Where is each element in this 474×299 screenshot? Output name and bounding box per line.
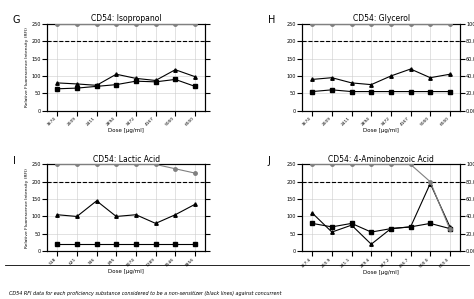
Title: CD54: Isopropanol: CD54: Isopropanol — [91, 14, 162, 23]
X-axis label: Dose [µg/ml]: Dose [µg/ml] — [363, 270, 399, 275]
Text: I: I — [13, 156, 16, 166]
Title: CD54: 4-Aminobenzoic Acid: CD54: 4-Aminobenzoic Acid — [328, 155, 434, 164]
Text: H: H — [268, 15, 275, 25]
Y-axis label: Relative Fluorescence Intensity (RFI): Relative Fluorescence Intensity (RFI) — [25, 27, 29, 107]
X-axis label: Dose [µg/ml]: Dose [µg/ml] — [108, 269, 144, 274]
Title: CD54: Lactic Acid: CD54: Lactic Acid — [92, 155, 160, 164]
Text: G: G — [13, 15, 20, 25]
Text: CD54 RFI data for each proficiency substance considered to be a non-sensitizer (: CD54 RFI data for each proficiency subst… — [9, 291, 282, 296]
X-axis label: Dose [µg/ml]: Dose [µg/ml] — [108, 128, 144, 133]
X-axis label: Dose [µg/ml]: Dose [µg/ml] — [363, 128, 399, 133]
Y-axis label: Relative Fluorescence Intensity (RFI): Relative Fluorescence Intensity (RFI) — [25, 168, 29, 248]
Text: J: J — [268, 156, 271, 166]
Title: CD54: Glycerol: CD54: Glycerol — [353, 14, 410, 23]
